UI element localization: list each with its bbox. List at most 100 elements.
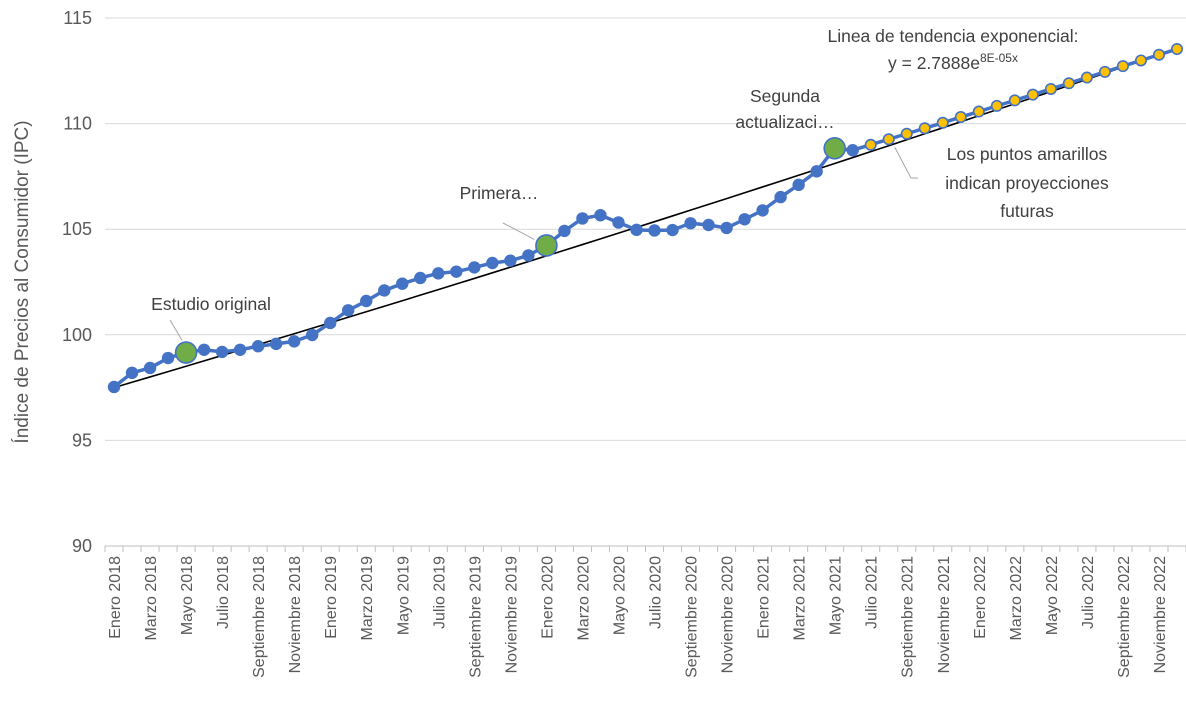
data-point-projection bbox=[1134, 54, 1147, 67]
data-point-projection bbox=[1008, 94, 1021, 107]
x-tick-label: Julio 2021 bbox=[864, 556, 881, 629]
data-point-observed bbox=[396, 277, 409, 290]
x-tick-label: Noviembre 2021 bbox=[936, 556, 953, 674]
data-point-observed bbox=[720, 221, 733, 235]
data-point-projection bbox=[1116, 60, 1129, 73]
highlight-point bbox=[535, 234, 558, 257]
data-point-projection bbox=[1098, 65, 1111, 78]
x-tick-label: Mayo 2020 bbox=[611, 556, 628, 635]
annotation-trend-equation: y = 2.7888e8E-05x bbox=[888, 51, 1018, 73]
x-axis bbox=[104, 545, 1186, 552]
data-point-observed bbox=[269, 337, 283, 351]
data-point-projection bbox=[954, 111, 967, 124]
data-point-observed bbox=[125, 366, 139, 380]
data-point-observed bbox=[143, 361, 157, 375]
x-tick-label: Marzo 2022 bbox=[1008, 556, 1025, 641]
series-layer bbox=[107, 43, 1183, 394]
data-point-observed bbox=[666, 223, 679, 237]
x-tick-label: Mayo 2022 bbox=[1044, 556, 1061, 635]
data-point-observed bbox=[738, 213, 751, 226]
x-tick-label: Mayo 2021 bbox=[828, 556, 845, 635]
data-point-projection bbox=[1026, 88, 1039, 101]
y-tick-label: 90 bbox=[72, 536, 92, 556]
data-point-observed bbox=[846, 144, 859, 157]
y-tick-label: 95 bbox=[72, 430, 92, 450]
data-point-observed bbox=[486, 256, 499, 270]
data-point-projection bbox=[900, 127, 913, 140]
data-point-projection bbox=[972, 105, 985, 118]
data-point-observed bbox=[684, 217, 697, 230]
x-tick-labels: Enero 2018 Marzo 2018 Mayo 2018 Julio 2018 S… bbox=[107, 556, 1169, 678]
x-tick-label: Julio 2018 bbox=[215, 556, 232, 629]
data-point-observed bbox=[197, 343, 211, 356]
y-tick-labels: 90 95 100 105 110 115 bbox=[62, 8, 92, 556]
data-point-observed bbox=[305, 328, 319, 342]
y-tick-label: 100 bbox=[62, 325, 92, 345]
x-tick-label: Noviembre 2022 bbox=[1152, 556, 1169, 674]
x-tick-label: Enero 2022 bbox=[972, 556, 989, 639]
x-tick-label: Septiembre 2019 bbox=[467, 556, 484, 678]
data-point-projection bbox=[918, 122, 931, 135]
annotation-estudio-original: Estudio original bbox=[151, 294, 271, 314]
data-point-observed bbox=[648, 224, 661, 237]
leader-proyecciones bbox=[894, 146, 918, 179]
trend-equation-base: y = 2.7888e bbox=[888, 53, 980, 73]
data-point-observed bbox=[504, 254, 517, 267]
data-point-observed bbox=[324, 316, 337, 330]
data-point-observed bbox=[576, 212, 589, 225]
data-point-projection bbox=[1044, 82, 1057, 95]
x-tick-label: Julio 2020 bbox=[648, 556, 665, 629]
highlight-point bbox=[174, 341, 198, 364]
data-point-observed bbox=[468, 261, 481, 274]
highlight-point bbox=[823, 137, 846, 160]
x-tick-label: Marzo 2019 bbox=[359, 556, 376, 641]
trend-equation-exponent: 8E-05x bbox=[980, 51, 1018, 65]
x-tick-label: Marzo 2021 bbox=[792, 556, 809, 641]
data-point-projection bbox=[1170, 43, 1183, 56]
x-tick-label: Julio 2019 bbox=[431, 556, 448, 629]
x-tick-label: Marzo 2020 bbox=[575, 556, 592, 641]
annotation-segunda-line1: Segunda bbox=[750, 86, 820, 106]
y-tick-label: 115 bbox=[63, 8, 92, 28]
data-point-observed bbox=[774, 190, 787, 204]
x-tick-label: Mayo 2018 bbox=[179, 556, 196, 635]
data-point-observed bbox=[702, 218, 715, 232]
annotation-segunda-line2: actualizaci… bbox=[735, 112, 834, 132]
annotation-proj-line1: Los puntos amarillos bbox=[947, 144, 1108, 164]
annotation-proj-line2: indican proyecciones bbox=[945, 173, 1109, 193]
data-point-observed bbox=[414, 271, 427, 285]
data-point-observed bbox=[756, 204, 769, 217]
data-point-projection bbox=[882, 133, 895, 146]
data-point-observed bbox=[450, 265, 463, 278]
x-tick-label: Septiembre 2020 bbox=[684, 556, 701, 678]
x-tick-label: Enero 2018 bbox=[107, 556, 124, 639]
annotation-trend-line1: Linea de tendencia exponencial: bbox=[827, 26, 1078, 46]
x-tick-label: Noviembre 2020 bbox=[720, 556, 737, 674]
data-point-projection bbox=[936, 116, 949, 129]
highlight-layer bbox=[174, 137, 846, 364]
data-point-observed bbox=[522, 249, 535, 262]
x-tick-label: Julio 2022 bbox=[1080, 556, 1097, 629]
data-point-observed bbox=[792, 178, 805, 192]
data-point-observed bbox=[342, 304, 355, 317]
x-tick-label: Septiembre 2018 bbox=[251, 556, 268, 678]
annotation-primera: Primera… bbox=[460, 183, 539, 203]
leader-primera bbox=[502, 222, 535, 240]
data-point-observed bbox=[251, 340, 265, 353]
data-point-projection bbox=[864, 138, 877, 151]
x-tick-label: Enero 2019 bbox=[323, 556, 340, 639]
data-point-observed bbox=[630, 223, 643, 237]
x-tick-label: Septiembre 2021 bbox=[900, 556, 917, 678]
x-tick-label: Marzo 2018 bbox=[143, 556, 160, 641]
leader-lines bbox=[169, 146, 918, 341]
data-point-observed bbox=[558, 224, 571, 238]
y-axis-label: Índice de Precios al Consumidor (IPC) bbox=[12, 120, 33, 443]
data-point-observed bbox=[612, 216, 625, 229]
leader-estudio bbox=[169, 319, 183, 341]
data-point-observed bbox=[378, 284, 391, 297]
x-tick-label: Enero 2021 bbox=[756, 556, 773, 639]
data-point-observed bbox=[287, 335, 301, 348]
data-point-projection bbox=[990, 99, 1003, 112]
annotation-proj-line3: futuras bbox=[1000, 201, 1054, 221]
